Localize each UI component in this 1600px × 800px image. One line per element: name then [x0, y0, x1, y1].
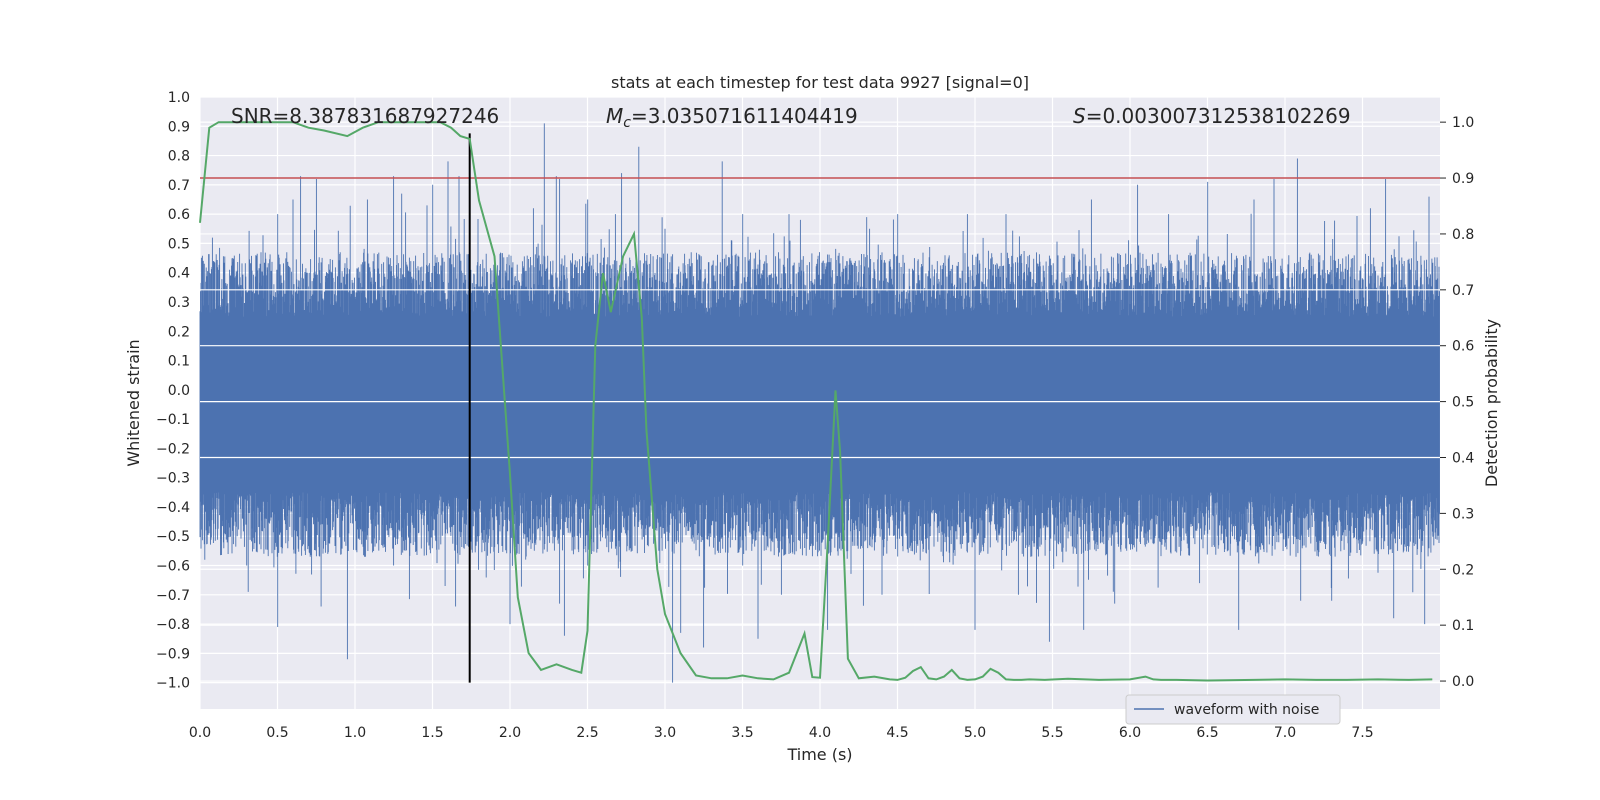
- y2-tick-label: 0.9: [1452, 171, 1474, 187]
- x-tick-label: 6.0: [1119, 725, 1141, 741]
- x-axis-ticks: 0.0 0.5 1.0 1.5 2.0 2.5 3.0 3.5 4.0 4.5 5.0 5.5 6.0 6…: [189, 725, 1374, 741]
- y-tick-label: −0.6: [156, 559, 190, 575]
- y2-tick-label: 0.1: [1452, 618, 1474, 634]
- chart-title: stats at each timestep for test data 992…: [611, 73, 1029, 92]
- x-tick-label: 7.5: [1351, 725, 1373, 741]
- y-tick-label: −0.1: [156, 412, 190, 428]
- y-tick-label: 0.7: [168, 178, 190, 194]
- y-tick-label: 0.8: [168, 149, 190, 165]
- y-tick-label: 0.2: [168, 324, 190, 340]
- plot-area: [199, 121, 1440, 683]
- y2-tick-label: 0.8: [1452, 227, 1474, 243]
- chirp-mass-subscript: c: [623, 115, 631, 131]
- legend: waveform with noise: [1125, 694, 1341, 725]
- legend-label-waveform: waveform with noise: [1174, 702, 1319, 718]
- x-tick-label: 7.0: [1274, 725, 1296, 741]
- chirp-mass-symbol: M: [606, 104, 623, 128]
- y-axis-ticks: 1.0 0.9 0.8 0.7 0.6 0.5 0.4 0.3 0.2 0.1 0.0 −0.1 −0.…: [156, 90, 190, 692]
- y-tick-label: −1.0: [156, 676, 190, 692]
- detection-probability-line: [199, 121, 1433, 682]
- y2-tick-label: 0.6: [1452, 339, 1474, 355]
- x-tick-label: 6.5: [1196, 725, 1218, 741]
- x-tick-label: 0.0: [189, 725, 211, 741]
- waveform-with-noise-line: [199, 123, 1440, 683]
- y2-tick-label: 1.0: [1452, 115, 1474, 131]
- legend-box: [1125, 694, 1341, 725]
- y-tick-label: −0.8: [156, 617, 190, 633]
- s-value: =0.003007312538102269: [1086, 104, 1351, 128]
- y2-axis-label: Detection probability: [1482, 319, 1501, 487]
- y2-tick-label: 0.2: [1452, 562, 1474, 578]
- y-tick-label: 0.5: [168, 236, 190, 252]
- x-tick-label: 5.5: [1041, 725, 1063, 741]
- y-tick-label: 0.1: [168, 354, 190, 370]
- x-tick-label: 2.0: [499, 725, 521, 741]
- x-tick-label: 2.5: [576, 725, 598, 741]
- y-axis-label: Whitened strain: [124, 339, 143, 466]
- y2-tick-label: 0.4: [1452, 450, 1474, 466]
- waveform-series: [199, 123, 1440, 683]
- y-tick-label: −0.7: [156, 588, 190, 604]
- s-annotation: S=0.003007312538102269: [1073, 104, 1351, 128]
- x-tick-label: 3.0: [654, 725, 676, 741]
- x-axis-label: Time (s): [786, 745, 852, 764]
- x-tick-label: 3.5: [731, 725, 753, 741]
- y2-tick-label: 0.5: [1452, 395, 1474, 411]
- x-tick-label: 4.0: [809, 725, 831, 741]
- y-tick-label: 0.4: [168, 266, 190, 282]
- y-tick-label: −0.9: [156, 646, 190, 662]
- x-tick-label: 1.0: [344, 725, 366, 741]
- x-tick-label: 0.5: [266, 725, 288, 741]
- y-tick-label: −0.2: [156, 441, 190, 457]
- y-tick-label: 0.6: [168, 207, 190, 223]
- y-tick-label: 0.3: [168, 295, 190, 311]
- s-symbol: S: [1073, 104, 1086, 128]
- y-tick-label: 0.0: [168, 383, 190, 399]
- x-tick-label: 4.5: [886, 725, 908, 741]
- overlays: [199, 121, 1440, 683]
- y-tick-label: −0.5: [156, 529, 190, 545]
- chirp-mass-annotation: Mc=3.035071611404419: [606, 104, 858, 131]
- y-tick-label: −0.3: [156, 471, 190, 487]
- y-tick-label: 1.0: [168, 90, 190, 106]
- y2-tick-label: 0.7: [1452, 283, 1474, 299]
- chirp-mass-value: =3.035071611404419: [631, 104, 858, 128]
- y2-tick-label: 0.3: [1452, 506, 1474, 522]
- y2-axis-ticks: 1.0 0.9 0.8 0.7 0.6 0.5 0.4 0.3 0.2 0.1 0.0: [1440, 115, 1474, 690]
- x-tick-label: 1.5: [421, 725, 443, 741]
- y-tick-label: 0.9: [168, 119, 190, 135]
- y2-tick-label: 0.0: [1452, 674, 1474, 690]
- x-tick-label: 5.0: [964, 725, 986, 741]
- y-tick-label: −0.4: [156, 500, 190, 516]
- snr-annotation: SNR=8.387831687927246: [231, 104, 499, 128]
